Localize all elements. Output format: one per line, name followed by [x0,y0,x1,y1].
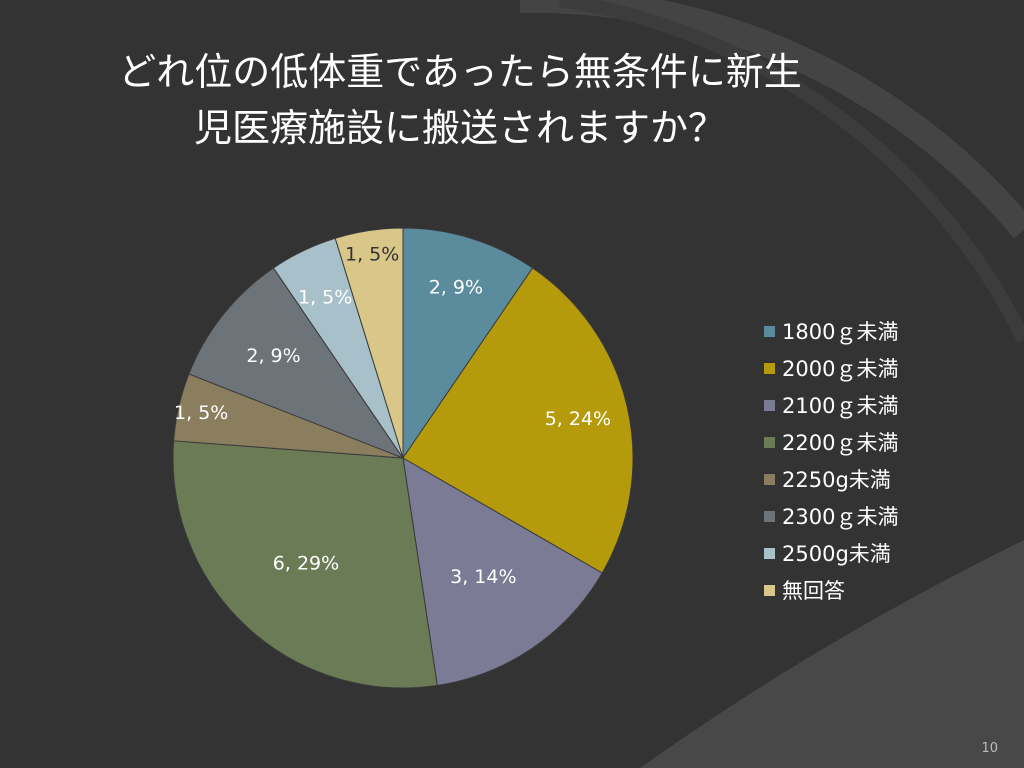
legend-swatch [764,510,775,522]
pie-slice-2 [402,267,634,574]
legend-item-8: 無回答 [764,573,898,610]
legend-label: 1800ｇ未満 [782,320,899,344]
pie-data-label-4: 6, 29% [273,553,339,575]
legend-item-4: 2200ｇ未満 [764,425,898,462]
legend-swatch [764,473,775,485]
legend-item-1: 1800ｇ未満 [764,314,898,351]
slide-title-line-2: 児医療施設に搬送されますか？ [193,106,726,150]
legend-item-6: 2300ｇ未満 [764,499,898,536]
legend-swatch [764,436,775,448]
pie-slice-1 [402,227,534,460]
pie-data-label-3: 3, 14% [450,566,516,588]
pie-slice-8 [334,227,404,459]
legend-label: 2000ｇ未満 [782,357,899,381]
legend-item-3: 2100ｇ未満 [764,388,898,425]
legend-label: 2500g未満 [782,542,891,566]
pie-data-label-2: 5, 24% [545,408,611,430]
legend-item-5: 2250g未満 [764,462,898,499]
legend-item-2: 2000ｇ未満 [764,351,898,388]
legend-swatch [764,399,775,411]
chart-legend: 1800ｇ未満 2000ｇ未満 2100ｇ未満 2200ｇ未満 2250g未満 2300ｇ… [764,314,898,610]
legend-item-7: 2500g未満 [764,536,898,573]
pie-slice-6 [188,267,405,460]
legend-label: 2200ｇ未満 [782,431,899,455]
legend-label: 無回答 [782,579,845,603]
pie-slices [172,227,634,689]
legend-label: 2300ｇ未満 [782,505,899,529]
legend-swatch [764,325,775,337]
pie-data-label-7: 1, 5% [298,286,352,308]
legend-swatch [764,547,775,559]
pie-slice-4 [172,440,438,689]
pie-data-labels: 2, 9% 5, 24% 3, 14% 6, 29% 1, 5% 2, 9% 1, 5% 1,… [174,243,611,588]
legend-label: 2250g未満 [782,468,891,492]
legend-label: 2100ｇ未満 [782,394,899,418]
pie-data-label-6: 2, 9% [246,345,300,367]
pie-slice-3 [402,457,603,687]
legend-swatch [764,362,775,374]
background-wedge-bottom [640,540,1024,768]
pie-data-label-8: 1, 5% [345,243,399,265]
slide-title: どれ位の低体重であったら無条件に新生 児医療施設に搬送されますか？ [60,44,860,156]
background-arc-inner [558,0,1024,344]
page-number: 10 [981,741,998,756]
slide-title-line-1: どれ位の低体重であったら無条件に新生 [118,50,802,94]
pie-data-label-5: 1, 5% [174,402,228,424]
pie-data-label-1: 2, 9% [429,277,483,299]
legend-swatch [764,584,775,596]
